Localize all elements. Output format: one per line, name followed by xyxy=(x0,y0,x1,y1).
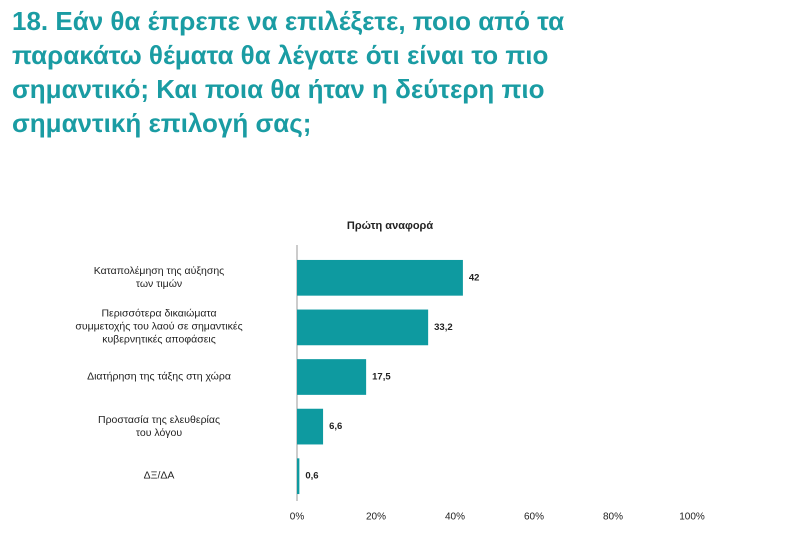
x-tick-label: 20% xyxy=(366,512,386,523)
x-tick-label: 0% xyxy=(290,512,305,523)
y-tick-label: Καταπολέμηση της αύξησης των τιμών xyxy=(93,264,225,290)
x-tick-label: 100% xyxy=(679,512,705,523)
y-tick-label: Προστασία της ελευθερίας του λόγου xyxy=(97,413,221,439)
value-label: 42 xyxy=(469,272,480,283)
bar xyxy=(297,458,300,495)
x-tick-label: 60% xyxy=(524,512,544,523)
y-tick-label: Διατήρηση της τάξης στη χώρα xyxy=(87,370,231,383)
chart-title: 18. Εάν θα έπρεπε να επιλέξετε, ποιο από… xyxy=(12,6,565,138)
bar xyxy=(297,259,463,296)
bar xyxy=(297,359,367,395)
value-label: 6,6 xyxy=(329,421,342,432)
value-label: 33,2 xyxy=(434,322,453,333)
value-label: 0,6 xyxy=(305,471,318,482)
chart-subtitle: Πρώτη αναφορά xyxy=(347,220,433,232)
y-tick-label: ΔΞ/ΔΑ xyxy=(143,469,175,482)
value-label: 17,5 xyxy=(372,372,391,383)
bar xyxy=(297,309,429,346)
bar xyxy=(297,408,324,445)
x-tick-label: 40% xyxy=(445,512,465,523)
y-tick-label: Περισσότερα δικαιώματα συμμετοχής του λα… xyxy=(75,307,243,346)
x-tick-label: 80% xyxy=(603,512,623,523)
